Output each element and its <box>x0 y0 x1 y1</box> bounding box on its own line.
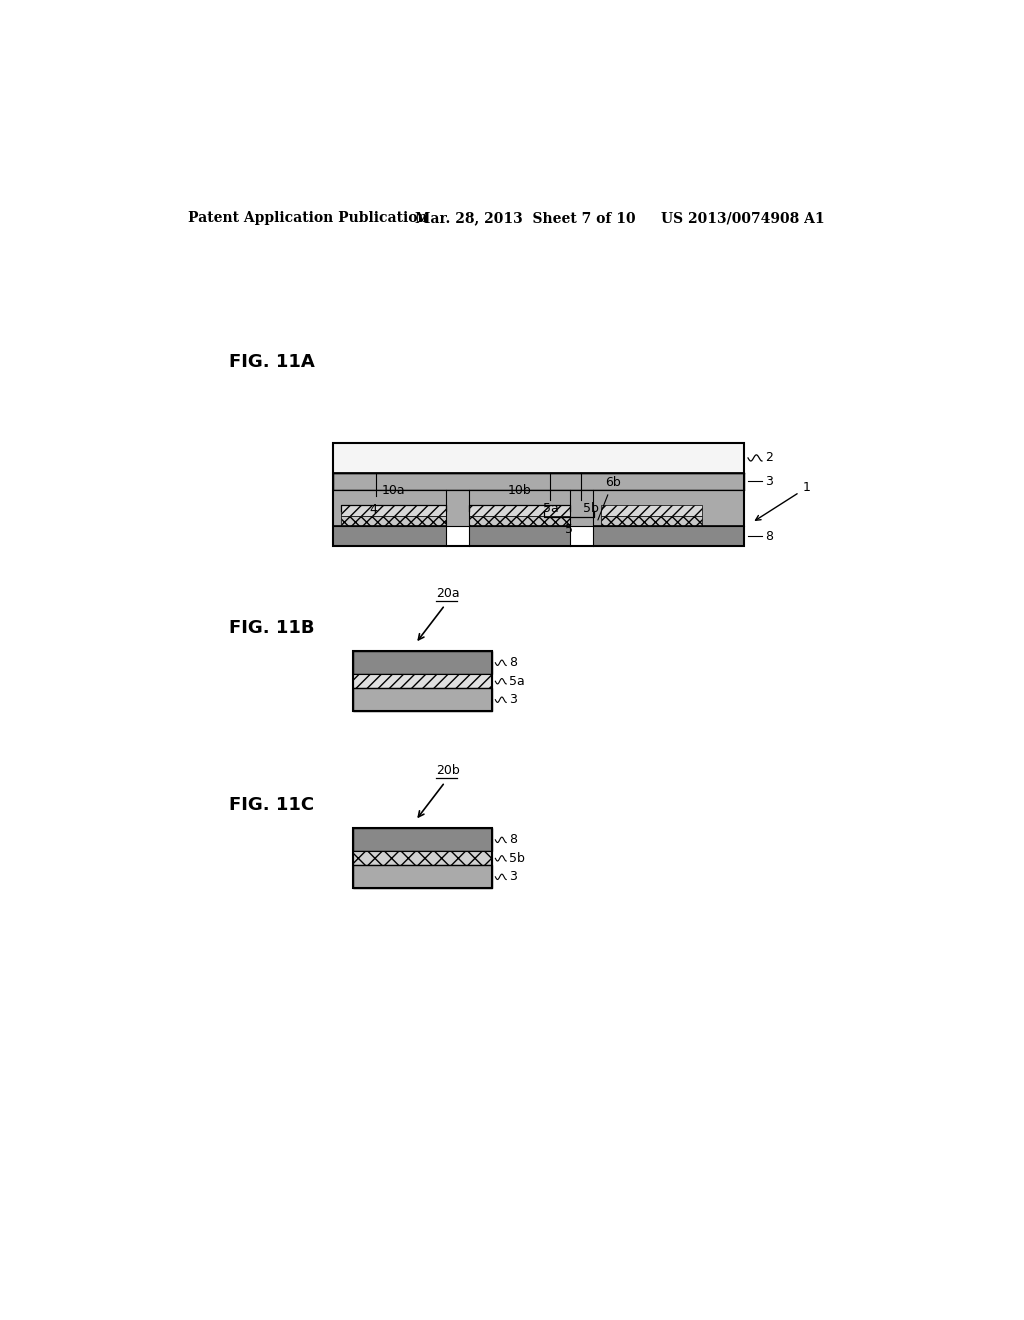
Bar <box>352 829 493 851</box>
Text: 3: 3 <box>509 693 517 706</box>
Text: 4: 4 <box>370 503 378 516</box>
Text: 20a: 20a <box>435 587 460 601</box>
Text: 5b: 5b <box>509 851 525 865</box>
Bar <box>352 675 493 688</box>
Text: Mar. 28, 2013  Sheet 7 of 10: Mar. 28, 2013 Sheet 7 of 10 <box>415 211 635 226</box>
Bar <box>469 516 569 527</box>
Text: 1: 1 <box>756 482 810 520</box>
Text: US 2013/0074908 A1: US 2013/0074908 A1 <box>662 211 824 226</box>
Text: 5: 5 <box>565 524 573 536</box>
Text: 10b: 10b <box>508 484 531 498</box>
Text: 6b: 6b <box>598 477 621 520</box>
Bar <box>352 651 493 711</box>
Text: 5a: 5a <box>543 502 558 515</box>
Bar <box>601 516 701 527</box>
Bar <box>569 490 593 527</box>
Bar <box>341 506 445 516</box>
Bar <box>445 490 469 527</box>
Text: 8: 8 <box>509 656 517 669</box>
Bar <box>334 444 744 473</box>
Bar <box>334 444 744 546</box>
Bar <box>352 688 493 711</box>
Text: 10a: 10a <box>382 484 406 498</box>
Bar <box>569 527 593 546</box>
Text: 5b: 5b <box>583 502 599 515</box>
Bar <box>352 866 493 888</box>
Bar <box>445 527 469 546</box>
Text: 2: 2 <box>765 451 773 465</box>
Bar <box>352 651 493 675</box>
Text: Patent Application Publication: Patent Application Publication <box>188 211 428 226</box>
Text: FIG. 11A: FIG. 11A <box>228 354 314 371</box>
Bar <box>334 527 744 546</box>
Text: 3: 3 <box>765 474 773 487</box>
Bar <box>341 516 445 527</box>
Bar <box>601 506 701 516</box>
Bar <box>352 829 493 888</box>
Text: 3: 3 <box>509 870 517 883</box>
Text: 8: 8 <box>509 833 517 846</box>
Bar <box>352 851 493 866</box>
Text: 5a: 5a <box>509 675 525 688</box>
Text: 20b: 20b <box>435 764 460 777</box>
Bar <box>334 473 744 490</box>
Text: FIG. 11C: FIG. 11C <box>228 796 314 814</box>
Bar <box>334 490 744 527</box>
Text: 8: 8 <box>765 529 773 543</box>
Text: FIG. 11B: FIG. 11B <box>228 619 314 638</box>
Bar <box>469 506 569 516</box>
